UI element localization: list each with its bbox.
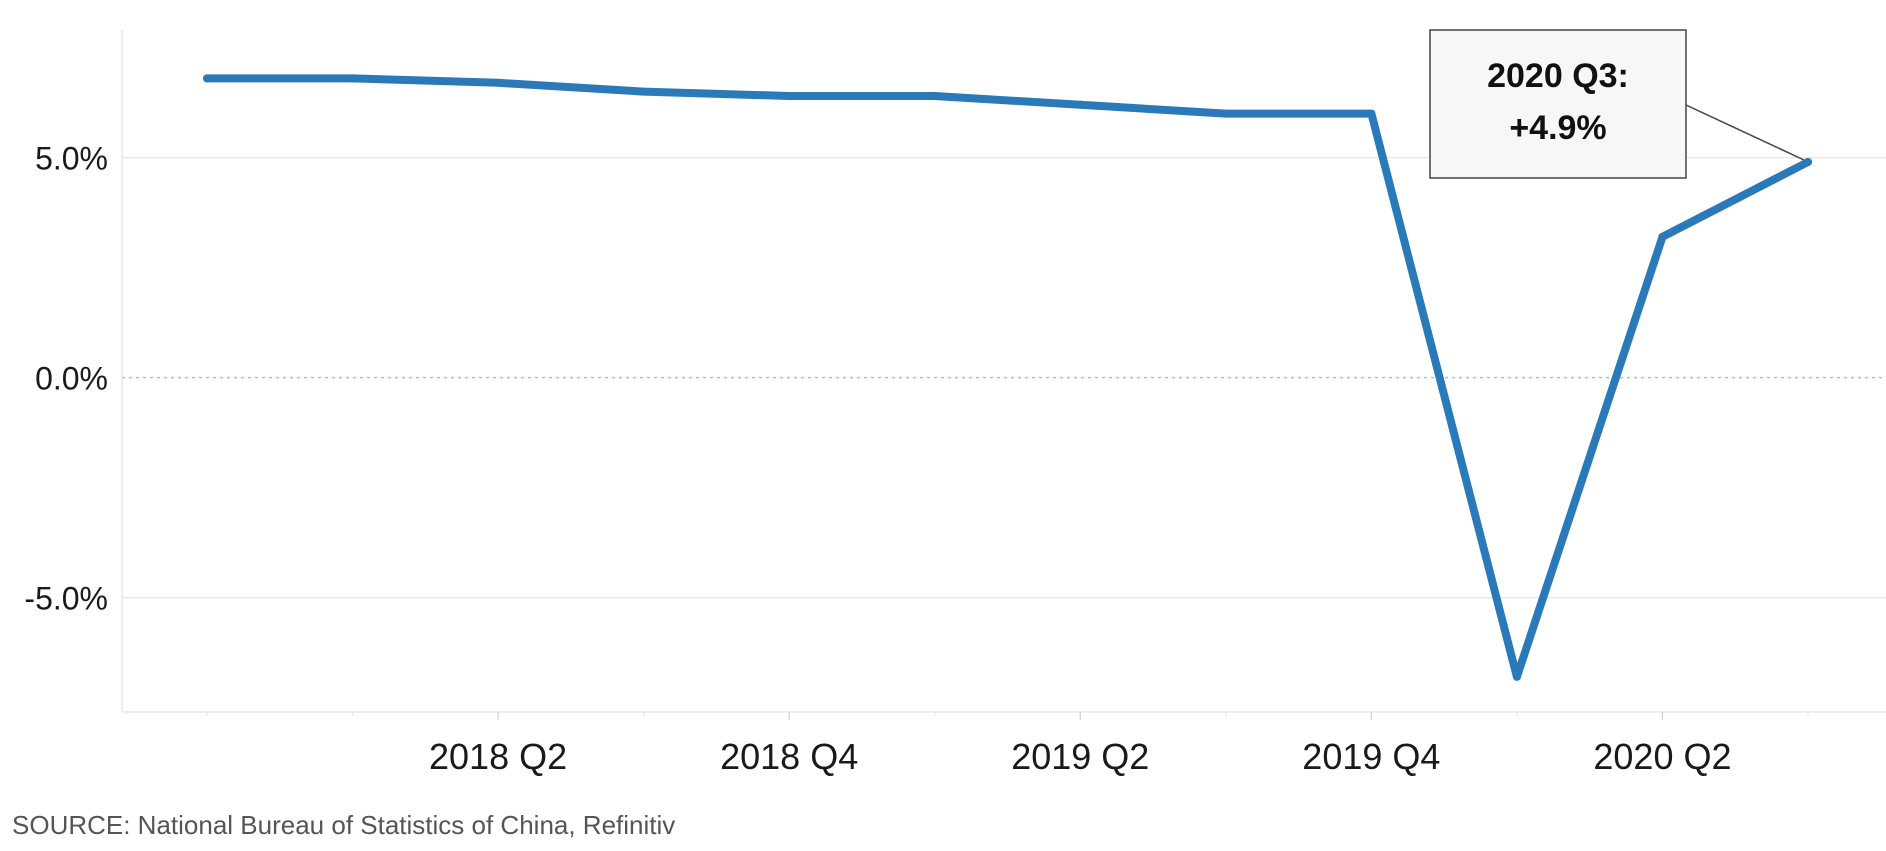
source-note: SOURCE: National Bureau of Statistics of… [12, 810, 675, 840]
data-point [1076, 100, 1085, 109]
x-tick-label: 2018 Q2 [429, 736, 567, 777]
x-tick-labels: 2018 Q2 2018 Q4 2019 Q2 2019 Q4 2020 Q2 [429, 736, 1731, 777]
grid-layer [122, 157, 1886, 599]
series-layer [203, 74, 1812, 681]
axis-layer [121, 30, 1886, 720]
series-line [203, 74, 1812, 681]
y-tick-label: 0.0% [35, 361, 108, 397]
data-point [785, 92, 794, 100]
data-point [1804, 158, 1812, 166]
data-point [1221, 109, 1230, 118]
data-point [348, 74, 357, 83]
last-value-annotation: 2020 Q3: +4.9% [1429, 29, 1805, 179]
x-tick-label: 2018 Q4 [720, 736, 858, 777]
data-point [1512, 672, 1521, 681]
data-point [494, 78, 503, 87]
y-tick-labels: 5.0% 0.0% -5.0% [24, 141, 108, 617]
x-tick-label: 2020 Q2 [1593, 736, 1731, 777]
annotation-line2: +4.9% [1509, 109, 1606, 147]
data-point [639, 87, 648, 96]
annotation-leader-line [1685, 104, 1805, 161]
data-point [930, 92, 939, 100]
data-point [1658, 232, 1667, 241]
annotation-line1: 2020 Q3: [1487, 57, 1629, 95]
x-tick-label: 2019 Q2 [1011, 736, 1149, 777]
x-tick-label: 2019 Q4 [1302, 736, 1440, 777]
data-point [1367, 109, 1376, 118]
y-tick-label: -5.0% [24, 581, 108, 617]
y-tick-label: 5.0% [35, 141, 108, 177]
data-point [203, 74, 211, 83]
annotation-box [1429, 29, 1687, 179]
